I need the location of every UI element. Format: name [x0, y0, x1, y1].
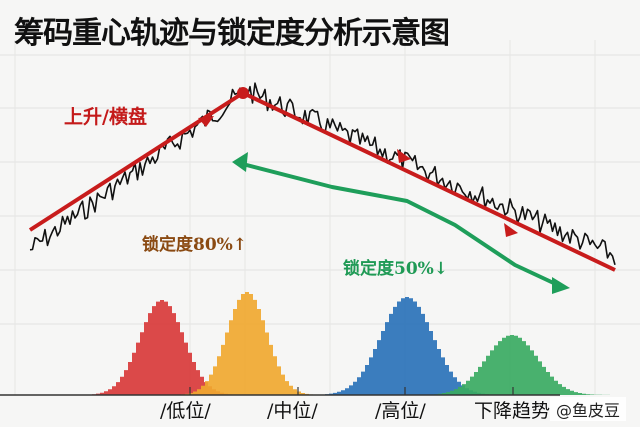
lock-trend-line [234, 160, 561, 288]
arrowhead-icon [198, 116, 214, 127]
xtick-low: /低位/ [160, 400, 211, 422]
distribution-中位 [165, 292, 329, 395]
label-lock-80: 锁定度80%↑ [142, 235, 248, 255]
trend-up-line [28, 91, 245, 232]
trend-down-line [242, 91, 616, 272]
arrowhead-icon [552, 277, 570, 294]
distribution-下降趋势 [406, 335, 618, 395]
watermark: @鱼皮豆 [550, 397, 627, 421]
arrowhead-icon [232, 152, 248, 172]
xtick-mid: /中位/ [267, 400, 318, 422]
distribution-低位 [72, 300, 252, 395]
page-title: 筹码重心轨迹与锁定度分析示意图 [14, 16, 450, 51]
arrowhead-icon [504, 223, 518, 237]
arrowhead-icon [397, 149, 411, 163]
label-lock-50: 锁定度50%↓ [343, 259, 449, 279]
distribution-高位 [301, 297, 513, 395]
xtick-downtrend: 下降趋势 [474, 400, 551, 422]
xtick-high: /高位/ [375, 400, 426, 422]
label-rise-sideways: 上升/横盘 [64, 106, 147, 128]
